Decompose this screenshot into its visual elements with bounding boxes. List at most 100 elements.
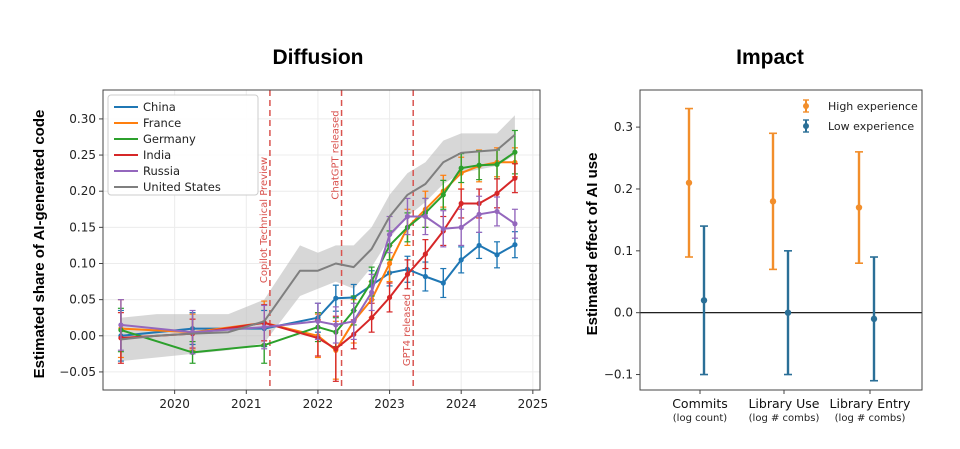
data-point [386, 231, 393, 238]
diffusion-legend: China France Germany India Russia United Stat… [107, 94, 259, 196]
estimate-point [769, 198, 777, 205]
data-point [422, 273, 428, 280]
estimate-point [685, 179, 693, 186]
series-united-states [120, 134, 516, 341]
impact-ylabel: Estimated effect of AI use [584, 153, 601, 336]
y-tick-label: 0.2 [614, 182, 633, 196]
x-tick-label: 2023 [374, 397, 405, 411]
x-tick-label: 2020 [159, 397, 190, 411]
legend-label-united-states: United States [143, 180, 221, 194]
estimate-point [784, 309, 792, 316]
legend-label-russia: Russia [143, 164, 180, 178]
data-point [422, 251, 428, 257]
x-tick-label: 2022 [303, 397, 334, 411]
diffusion-title: Diffusion [273, 46, 364, 69]
category-sublabel: (log # combs) [749, 413, 820, 424]
category-label-library-entry: Library Entry [830, 396, 912, 411]
data-point [386, 294, 393, 301]
y-tick-label: 0.25 [69, 148, 96, 162]
y-tick-label: 0.15 [69, 220, 96, 234]
data-point [458, 224, 464, 230]
data-point [422, 213, 428, 220]
impact-ticks: −0.1 0.0 0.1 0.2 0.3 Commits (log count) Librar… [604, 120, 911, 424]
data-point [369, 315, 375, 321]
data-point [440, 280, 446, 286]
us-confidence-band [120, 115, 515, 362]
data-point [386, 260, 393, 267]
y-tick-label: 0.30 [69, 112, 96, 126]
data-point [512, 149, 518, 155]
series-russia [117, 195, 518, 355]
category-sublabel: (log # combs) [835, 413, 906, 424]
impact-chart: Estimated effect of AI use −0.1 0.0 0.1 0.2… [584, 89, 923, 424]
category-label-commits: Commits [672, 396, 728, 411]
y-tick-label: −0.1 [604, 368, 633, 382]
data-point [333, 322, 339, 328]
data-point [512, 221, 518, 227]
estimate-point [700, 297, 708, 304]
data-point [440, 192, 446, 198]
data-point [512, 175, 518, 181]
diffusion-ylabel: Estimated share of AI-generated code [31, 110, 48, 379]
impact-legend: High experience Low experience [803, 99, 918, 133]
data-point [458, 200, 464, 207]
legend-box [107, 94, 259, 196]
data-point [315, 318, 321, 324]
x-tick-label: 2024 [446, 397, 477, 411]
annotation-label-gpt4-released: GPT4 released [402, 294, 413, 366]
series-line-united-states [120, 134, 516, 341]
impact-series [685, 107, 878, 382]
data-point [476, 162, 482, 168]
data-point [494, 252, 500, 258]
category-label-library-use: Library Use [748, 396, 819, 411]
data-point [404, 213, 411, 220]
data-point [261, 324, 267, 330]
diffusion-series [117, 129, 518, 382]
series-high-experience [685, 107, 863, 271]
diffusion-ticks: −0.05 0.00 0.05 0.10 0.15 0.20 0.25 0.30 2020 202… [59, 112, 548, 411]
annotation-label-copilot-technical-preview: Copilot Technical Preview [259, 157, 270, 283]
diffusion-chart: Estimated share of AI-generated code Cop… [31, 89, 548, 411]
legend-label-high-experience: High experience [828, 100, 918, 113]
data-point [404, 271, 411, 277]
series-low-experience [700, 225, 878, 382]
legend-label-china: China [143, 100, 176, 114]
data-point [440, 226, 446, 232]
y-tick-label: 0.05 [69, 293, 96, 307]
data-point [351, 318, 357, 324]
diffusion-axes-frame [102, 89, 541, 391]
y-tick-label: 0.1 [614, 244, 633, 258]
estimate-point [855, 204, 863, 211]
y-tick-label: −0.05 [59, 365, 96, 379]
impact-axes-frame [639, 89, 923, 391]
legend-label-france: France [143, 116, 181, 130]
y-tick-label: 0.3 [614, 120, 633, 134]
y-tick-label: 0.20 [69, 184, 96, 198]
x-tick-label: 2025 [518, 397, 549, 411]
data-point [118, 322, 124, 328]
data-point [476, 242, 482, 249]
legend-label-germany: Germany [143, 132, 196, 146]
estimate-point [870, 315, 878, 323]
category-sublabel: (log count) [673, 413, 728, 424]
y-tick-label: 0.0 [614, 306, 633, 320]
data-point [512, 242, 518, 248]
data-point [333, 295, 339, 301]
data-point [458, 165, 464, 171]
legend-label-india: India [143, 148, 171, 162]
data-point [458, 257, 464, 263]
impact-title: Impact [736, 46, 804, 69]
data-point [494, 190, 500, 196]
diffusion-confidence-band [120, 115, 515, 362]
annotation-label-chatgpt-released: ChatGPT released [331, 110, 342, 199]
data-point [476, 211, 482, 217]
y-tick-label: 0.00 [69, 329, 96, 343]
legend-swatch-dot [803, 123, 809, 129]
legend-swatch-dot [803, 103, 809, 109]
data-point [369, 289, 375, 296]
data-point [494, 161, 500, 168]
data-point [333, 346, 339, 352]
y-tick-label: 0.10 [69, 256, 96, 270]
